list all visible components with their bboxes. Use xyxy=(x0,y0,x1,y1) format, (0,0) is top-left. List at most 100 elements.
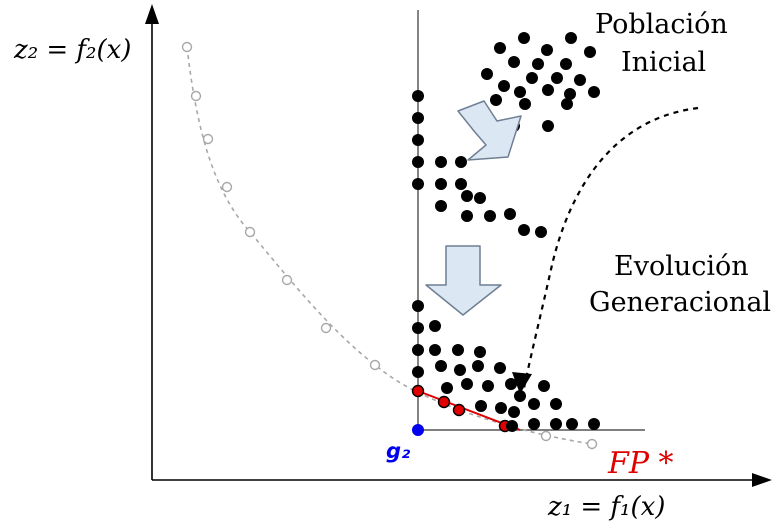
population-point xyxy=(542,120,554,132)
population-point xyxy=(495,402,507,414)
population-point xyxy=(412,344,424,356)
population-points xyxy=(412,32,600,432)
reference-axes xyxy=(417,10,645,431)
generational-evolution-label-line1: Evolución xyxy=(614,251,749,282)
population-point xyxy=(429,344,441,356)
population-point xyxy=(564,88,576,100)
pareto-front-point xyxy=(437,395,451,409)
population-point xyxy=(412,112,424,124)
true-front-point xyxy=(202,133,214,145)
population-point xyxy=(412,322,424,334)
population-point xyxy=(474,192,486,204)
population-point xyxy=(412,90,424,102)
population-point xyxy=(584,46,596,58)
population-point xyxy=(412,300,424,312)
true-front-point xyxy=(190,90,202,102)
population-point xyxy=(565,32,577,44)
population-point xyxy=(441,382,453,394)
population-point xyxy=(506,420,518,432)
x-axis-label: z₁ = f₁(x) xyxy=(547,492,665,522)
population-point xyxy=(508,406,520,418)
population-point xyxy=(514,390,526,402)
population-point xyxy=(412,156,424,168)
population-point xyxy=(588,86,600,98)
population-point xyxy=(498,80,510,92)
population-point xyxy=(435,156,447,168)
true-front-point xyxy=(181,41,193,53)
population-point xyxy=(461,378,473,390)
generational-evolution-label-line2: Generacional xyxy=(589,287,771,318)
population-point xyxy=(452,344,464,356)
population-point xyxy=(551,72,563,84)
reference-point xyxy=(412,424,424,436)
true-front-point xyxy=(244,226,256,238)
population-point xyxy=(484,210,496,222)
population-point xyxy=(454,364,466,376)
pareto-front-label: FP * xyxy=(607,446,674,481)
population-point xyxy=(550,418,562,430)
population-point xyxy=(481,68,493,80)
population-point xyxy=(412,366,424,378)
true-front-point xyxy=(320,322,332,334)
population-point xyxy=(435,200,447,212)
true-front-point xyxy=(586,438,598,450)
population-point xyxy=(504,208,516,220)
true-front-point xyxy=(221,181,233,193)
true-front-curve xyxy=(186,46,593,445)
population-point xyxy=(566,418,578,430)
population-point xyxy=(494,42,506,54)
population-point xyxy=(550,398,562,410)
population-point xyxy=(472,360,484,372)
population-point xyxy=(541,44,553,56)
population-point xyxy=(494,362,506,374)
population-point xyxy=(429,320,441,332)
population-point xyxy=(528,398,540,410)
y-axis-arrow xyxy=(145,4,159,24)
generational-evolution-arrow xyxy=(522,106,699,389)
population-point xyxy=(542,84,554,96)
population-point xyxy=(412,178,424,190)
population-point xyxy=(412,134,424,146)
population-point xyxy=(535,226,547,238)
pareto-front-point xyxy=(411,384,425,398)
evolution-arrow-diagonal xyxy=(457,100,522,161)
x-axis-arrow xyxy=(752,473,772,487)
population-point xyxy=(461,190,473,202)
population-point xyxy=(435,360,447,372)
reference-point-label: g₂ xyxy=(386,439,411,463)
population-point xyxy=(455,156,467,168)
population-point xyxy=(528,418,540,430)
population-point xyxy=(490,94,502,106)
initial-population-label-line2: Inicial xyxy=(621,47,706,78)
population-point xyxy=(532,58,544,70)
population-point xyxy=(519,98,531,110)
population-point xyxy=(505,378,517,390)
true-front-point xyxy=(369,359,381,371)
population-point xyxy=(588,418,600,430)
population-point xyxy=(482,380,494,392)
population-point xyxy=(455,178,467,190)
evolution-arrow-down xyxy=(425,245,502,316)
axes xyxy=(145,4,772,487)
population-point xyxy=(514,86,526,98)
population-point xyxy=(461,210,473,222)
true-front-point xyxy=(281,274,293,286)
generational-evolution-arrowhead xyxy=(512,372,532,394)
population-point xyxy=(561,98,573,110)
initial-population-label-line1: Población xyxy=(595,9,728,40)
true-pareto-front xyxy=(181,41,598,450)
true-front-point xyxy=(540,430,552,442)
population-point xyxy=(474,346,486,358)
population-point xyxy=(538,380,550,392)
population-point xyxy=(475,400,487,412)
population-point xyxy=(526,72,538,84)
population-point xyxy=(518,224,530,236)
population-point xyxy=(508,56,520,68)
population-point xyxy=(574,74,586,86)
population-point xyxy=(518,32,530,44)
y-axis-label: z₂ = f₂(x) xyxy=(13,35,131,65)
pareto-front-point xyxy=(452,403,466,417)
population-point xyxy=(435,178,447,190)
population-point xyxy=(560,58,572,70)
